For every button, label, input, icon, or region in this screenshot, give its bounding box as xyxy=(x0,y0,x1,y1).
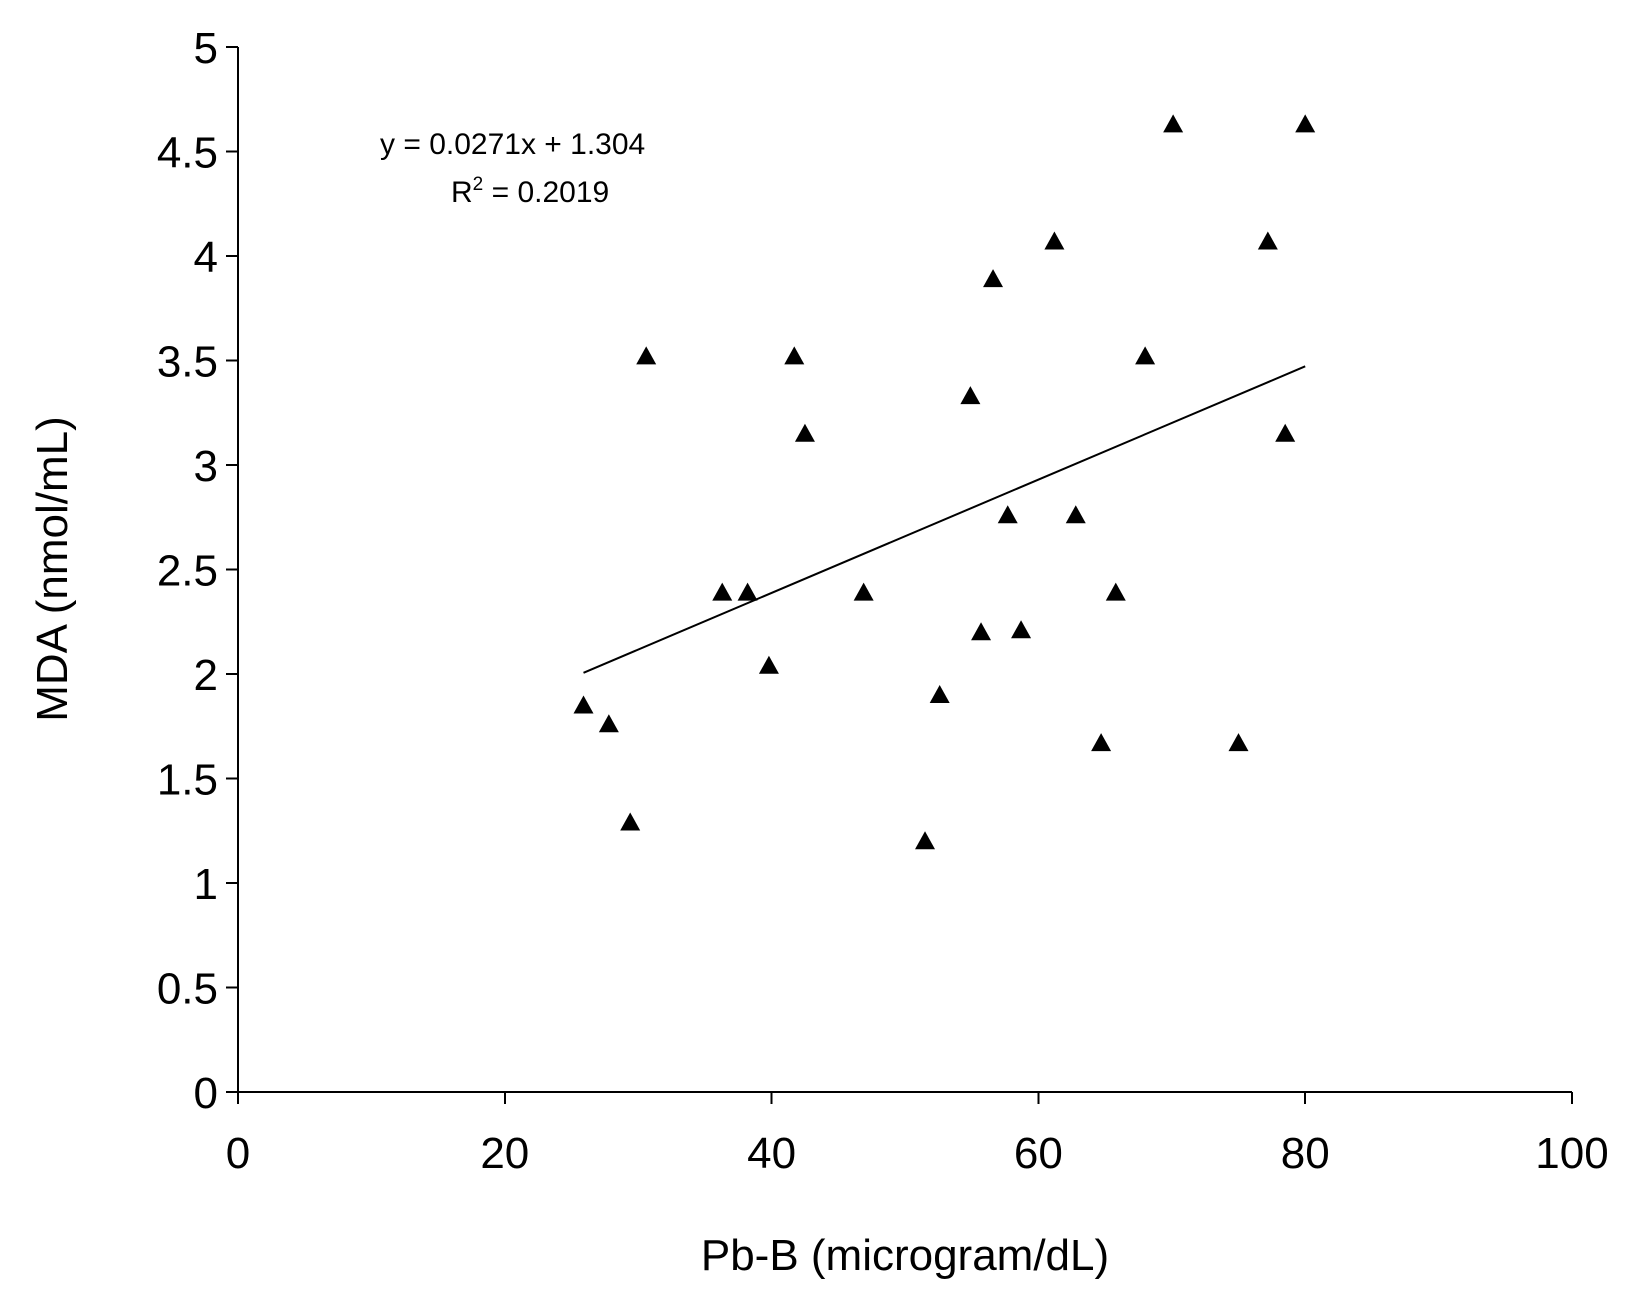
data-point-triangle xyxy=(853,582,874,601)
y-tick-label: 4.5 xyxy=(157,129,218,178)
data-point-triangle xyxy=(915,831,936,850)
x-tick-label: 60 xyxy=(1014,1129,1063,1178)
data-point-triangle xyxy=(1163,114,1184,133)
data-point-triangle xyxy=(1257,231,1278,250)
y-axis-title: MDA (nmol/mL) xyxy=(28,416,77,722)
data-point-triangle xyxy=(1065,505,1086,524)
data-point-triangle xyxy=(1091,733,1112,752)
x-tick-label: 80 xyxy=(1281,1129,1330,1178)
r-squared-prefix: R xyxy=(451,176,473,209)
data-point-triangle xyxy=(1011,620,1032,639)
x-ticks: 0 20 40 60 80 100 xyxy=(226,1092,1609,1178)
data-points xyxy=(573,114,1316,850)
data-point-triangle xyxy=(1044,231,1065,250)
y-tick-label: 1.5 xyxy=(157,756,218,805)
y-tick-label: 5 xyxy=(194,24,218,73)
x-tick-label: 0 xyxy=(226,1129,250,1178)
regression-equation: y = 0.0271x + 1.304 xyxy=(380,128,645,161)
x-axis-title: Pb-B (microgram/dL) xyxy=(701,1231,1109,1280)
trendline xyxy=(583,365,1306,674)
y-tick-label: 4 xyxy=(194,233,218,282)
r-squared-value: = 0.2019 xyxy=(483,176,609,209)
data-point-triangle xyxy=(573,695,594,714)
y-tick-label: 2.5 xyxy=(157,547,218,596)
data-point-triangle xyxy=(737,582,758,601)
data-point-triangle xyxy=(983,269,1004,288)
data-point-triangle xyxy=(997,505,1018,524)
data-point-triangle xyxy=(620,812,641,831)
y-tick-label: 3.5 xyxy=(157,338,218,387)
data-point-triangle xyxy=(1135,346,1156,365)
data-point-triangle xyxy=(1105,582,1126,601)
data-point-triangle xyxy=(712,582,733,601)
y-tick-label: 1 xyxy=(194,860,218,909)
axes xyxy=(237,47,1572,1093)
y-tick-label: 3 xyxy=(194,442,218,491)
data-point-triangle xyxy=(1228,733,1249,752)
data-point-triangle xyxy=(929,685,950,703)
data-point-triangle xyxy=(971,622,992,641)
y-tick-label: 0.5 xyxy=(157,965,218,1014)
regression-annotation: y = 0.0271x + 1.304 R2 = 0.2019 xyxy=(380,128,645,209)
data-point-triangle xyxy=(636,346,657,365)
x-tick-label: 100 xyxy=(1535,1129,1608,1178)
data-point-triangle xyxy=(758,655,779,674)
data-point-triangle xyxy=(784,346,805,365)
r-squared-label: R2 = 0.2019 xyxy=(451,174,609,209)
data-point-triangle xyxy=(598,714,619,733)
data-point-triangle xyxy=(1275,423,1296,442)
r-squared-superscript: 2 xyxy=(473,174,484,195)
y-ticks: 0 0.5 1 1.5 2 2.5 3 3.5 4 4.5 5 xyxy=(157,24,238,1118)
y-tick-label: 2 xyxy=(194,651,218,700)
data-point-triangle xyxy=(794,423,815,442)
data-point-triangle xyxy=(1295,114,1316,133)
data-point-triangle xyxy=(960,386,981,405)
x-tick-label: 40 xyxy=(747,1129,796,1178)
y-tick-label: 0 xyxy=(194,1069,218,1118)
x-tick-label: 20 xyxy=(480,1129,529,1178)
